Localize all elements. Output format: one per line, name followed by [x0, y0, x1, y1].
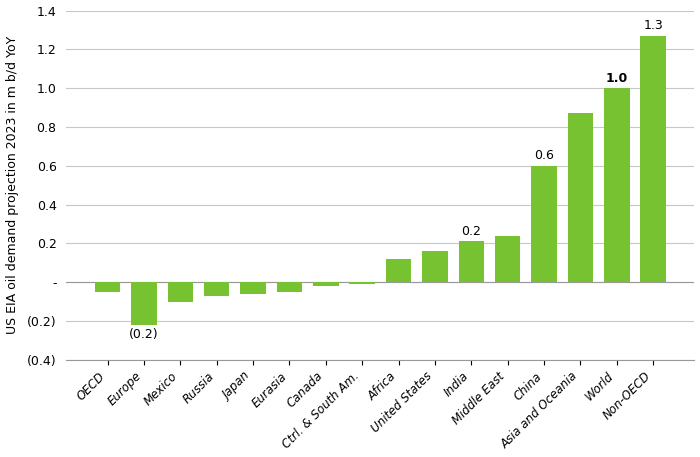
Bar: [568, 113, 593, 282]
Bar: [94, 282, 120, 292]
Text: (0.2): (0.2): [129, 329, 159, 341]
Bar: [495, 236, 520, 282]
Text: 0.2: 0.2: [461, 225, 481, 238]
Text: 1.3: 1.3: [643, 19, 663, 32]
Bar: [531, 166, 556, 282]
Text: 0.6: 0.6: [534, 149, 554, 162]
Bar: [640, 36, 666, 282]
Bar: [204, 282, 230, 296]
Y-axis label: US EIA oil demand projection 2023 in m b/d YoY: US EIA oil demand projection 2023 in m b…: [6, 36, 19, 335]
Bar: [349, 282, 375, 284]
Bar: [313, 282, 339, 286]
Bar: [131, 282, 157, 325]
Text: 1.0: 1.0: [606, 72, 628, 85]
Bar: [167, 282, 193, 302]
Bar: [276, 282, 302, 292]
Bar: [386, 259, 412, 282]
Bar: [458, 241, 484, 282]
Bar: [422, 251, 447, 282]
Bar: [604, 88, 629, 282]
Bar: [240, 282, 266, 294]
